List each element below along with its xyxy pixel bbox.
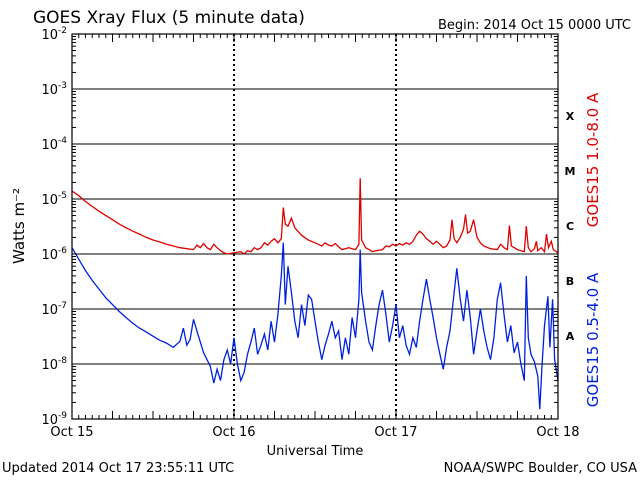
- series-line-goes15-short: [71, 242, 559, 410]
- x-tick-label: Oct 17: [374, 425, 417, 440]
- plot-frame: [71, 33, 559, 420]
- y-tick-label: 10-7: [41, 301, 67, 318]
- flare-class-label: A: [566, 330, 575, 343]
- x-axis-ticks: Oct 15 Oct 16 Oct 17 Oct 18: [50, 34, 580, 440]
- y-axis-label: Watts m⁻²: [10, 188, 28, 264]
- flare-class-labels: X M C B A: [565, 110, 576, 343]
- x-tick-label: Oct 16: [212, 425, 255, 440]
- flare-class-label: X: [566, 110, 575, 123]
- y-tick-label: 10-2: [41, 26, 67, 43]
- flare-class-label: C: [566, 220, 574, 233]
- begin-label: Begin: 2014 Oct 15 0000 UTC: [438, 18, 631, 33]
- y-tick-label: 10-4: [41, 136, 67, 153]
- x-tick-label: Oct 18: [536, 425, 579, 440]
- y-tick-label: 10-6: [41, 246, 67, 263]
- grid-lines: [72, 88, 558, 365]
- series-layer: [71, 178, 559, 410]
- flare-class-label: B: [566, 275, 574, 288]
- y-tick-label: 10-5: [41, 191, 67, 208]
- y-axis-ticks: 10-9 10-8 10-7 10-6 10-5 10-4 10-3 10-2: [41, 26, 558, 428]
- credit-label: NOAA/SWPC Boulder, CO USA: [444, 461, 637, 476]
- y-tick-label: 10-8: [41, 356, 67, 373]
- y-tick-label: 10-9: [41, 411, 67, 428]
- y-tick-label: 10-3: [41, 81, 67, 98]
- updated-label: Updated 2014 Oct 17 23:55:11 UTC: [2, 461, 234, 476]
- flare-class-label: M: [565, 165, 576, 178]
- legend-goes15-short: GOES15 0.5-4.0 A: [584, 272, 602, 407]
- legend-goes15-long: GOES15 1.0-8.0 A: [584, 92, 602, 227]
- chart-title: GOES Xray Flux (5 minute data): [33, 8, 305, 28]
- day-divider-lines: [233, 34, 397, 419]
- x-tick-label: Oct 15: [50, 425, 93, 440]
- series-line-goes15-long: [71, 178, 559, 255]
- x-axis-label: Universal Time: [267, 444, 364, 459]
